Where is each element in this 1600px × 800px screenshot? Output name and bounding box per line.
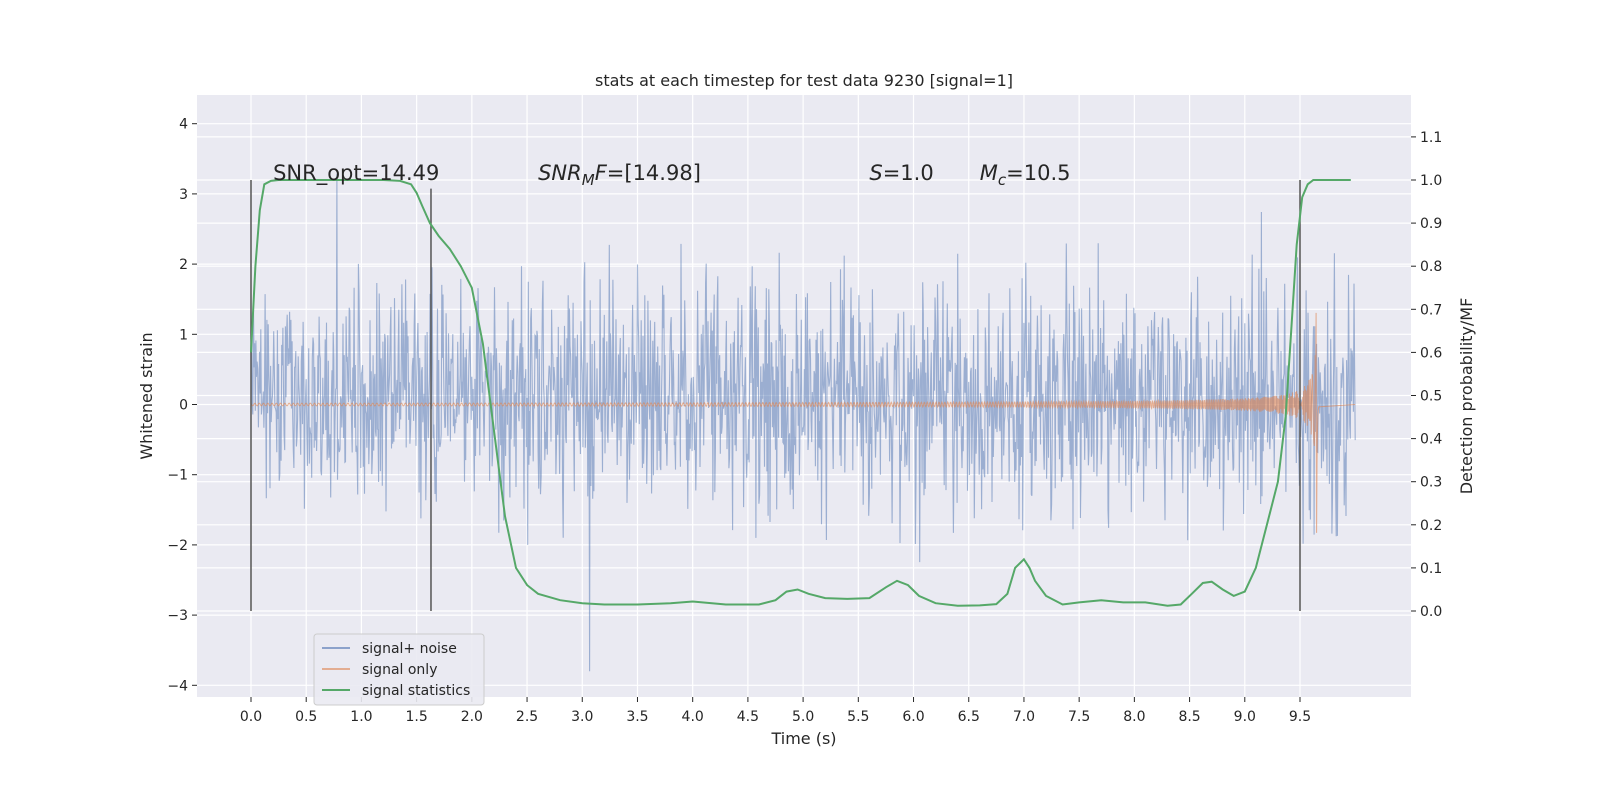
x-tick-label: 3.0 — [571, 709, 593, 725]
annotation-italic-2: F — [595, 161, 608, 185]
x-tick-label: 2.0 — [461, 709, 483, 725]
signal-only-series — [250, 312, 1356, 533]
annotation-italic: SNR — [538, 161, 582, 185]
x-tick-label: 5.5 — [847, 709, 869, 725]
x-tick-label: 4.0 — [682, 709, 704, 725]
annotation-subscript: M — [582, 171, 595, 189]
y-tick-label: 2 — [179, 257, 188, 273]
y2-tick-label: 0.4 — [1420, 432, 1442, 448]
signal-trace — [250, 312, 1356, 533]
x-tick-label: 9.5 — [1289, 709, 1311, 725]
legend-label-signal-noise: signal+ noise — [362, 641, 457, 657]
y-tick-label: 4 — [179, 117, 188, 133]
x-tick-label: 1.0 — [350, 709, 372, 725]
x-tick-label: 3.5 — [626, 709, 648, 725]
vertical-markers — [250, 180, 1301, 611]
annotation-text: =1.0 — [883, 161, 934, 185]
legend: signal+ noise signal only signal statist… — [313, 633, 485, 706]
chart-title: stats at each timestep for test data 923… — [595, 71, 1013, 90]
y2-tick-label: 0.8 — [1420, 259, 1442, 275]
left-axis-ticks: −4 −3 −2 −1 0 1 2 3 4 — [167, 117, 197, 694]
annotation-mc: Mc=10.5 — [980, 161, 1071, 189]
annotation-italic: M — [980, 161, 998, 185]
y2-tick-label: 0.5 — [1420, 389, 1442, 405]
y-tick-label: −4 — [167, 678, 188, 694]
right-axis-ticks: 0.0 0.1 0.2 0.3 0.4 0.5 0.6 0.7 0.8 0.9 1.0 1.1 — [1411, 130, 1442, 620]
annotation-text: =[14.98] — [607, 161, 701, 185]
signal-noise-series — [250, 173, 1356, 672]
x-tick-label: 8.5 — [1178, 709, 1200, 725]
y2-tick-label: 1.0 — [1420, 173, 1442, 189]
legend-label-signal-only: signal only — [362, 662, 437, 678]
y2-tick-label: 0.2 — [1420, 518, 1442, 534]
annotation-subscript: c — [998, 171, 1007, 189]
x-tick-label: 0.5 — [295, 709, 317, 725]
annotation-italic: S — [869, 161, 882, 185]
y2-tick-label: 0.7 — [1420, 302, 1442, 318]
y-axis-label: Whitened strain — [137, 332, 156, 459]
x-tick-label: 4.5 — [737, 709, 759, 725]
y2-tick-label: 0.3 — [1420, 475, 1442, 491]
annotation-snr-mf: SNRMF=[14.98] — [538, 161, 701, 189]
x-tick-label: 6.5 — [958, 709, 980, 725]
x-tick-label: 2.5 — [516, 709, 538, 725]
annotation-text: =10.5 — [1006, 161, 1070, 185]
x-tick-label: 7.0 — [1013, 709, 1035, 725]
x-tick-label: 6.0 — [902, 709, 924, 725]
y2-tick-label: 0.6 — [1420, 345, 1442, 361]
noise-trace — [250, 173, 1356, 672]
signal-statistics-series — [250, 179, 1351, 607]
x-tick-label: 1.5 — [405, 709, 427, 725]
x-tick-label: 9.0 — [1234, 709, 1256, 725]
x-tick-label: 8.0 — [1123, 709, 1145, 725]
stats-line — [250, 179, 1351, 607]
annotation-text: SNR_opt=14.49 — [273, 161, 439, 186]
x-axis-label: Time (s) — [770, 729, 836, 748]
x-axis-ticks: 0.0 0.5 1.0 1.5 2.0 2.5 3.0 3.5 4.0 4.5 5.0 5.5 6.0 6… — [240, 697, 1311, 725]
annotations: SNR_opt=14.49 SNRMF=[14.98] S=1.0 Mc=10.… — [273, 161, 1070, 189]
y-tick-label: −2 — [167, 538, 188, 554]
y2-tick-label: 1.1 — [1420, 130, 1442, 146]
legend-box — [313, 633, 485, 706]
y-tick-label: −3 — [167, 608, 188, 624]
y-tick-label: 1 — [179, 327, 188, 343]
y2-axis-label: Detection probability/MF — [1457, 298, 1476, 495]
y2-tick-label: 0.1 — [1420, 561, 1442, 577]
x-tick-label: 7.5 — [1068, 709, 1090, 725]
y-tick-label: 0 — [179, 398, 188, 414]
legend-label-signal-statistics: signal statistics — [362, 683, 470, 699]
y2-tick-label: 0.9 — [1420, 216, 1442, 232]
annotation-s: S=1.0 — [869, 161, 933, 185]
y-tick-label: −1 — [167, 468, 188, 484]
x-tick-label: 0.0 — [240, 709, 262, 725]
y2-tick-label: 0.0 — [1420, 604, 1442, 620]
y-tick-label: 3 — [179, 187, 188, 203]
annotation-snr-opt: SNR_opt=14.49 — [273, 161, 439, 186]
x-tick-label: 5.0 — [792, 709, 814, 725]
